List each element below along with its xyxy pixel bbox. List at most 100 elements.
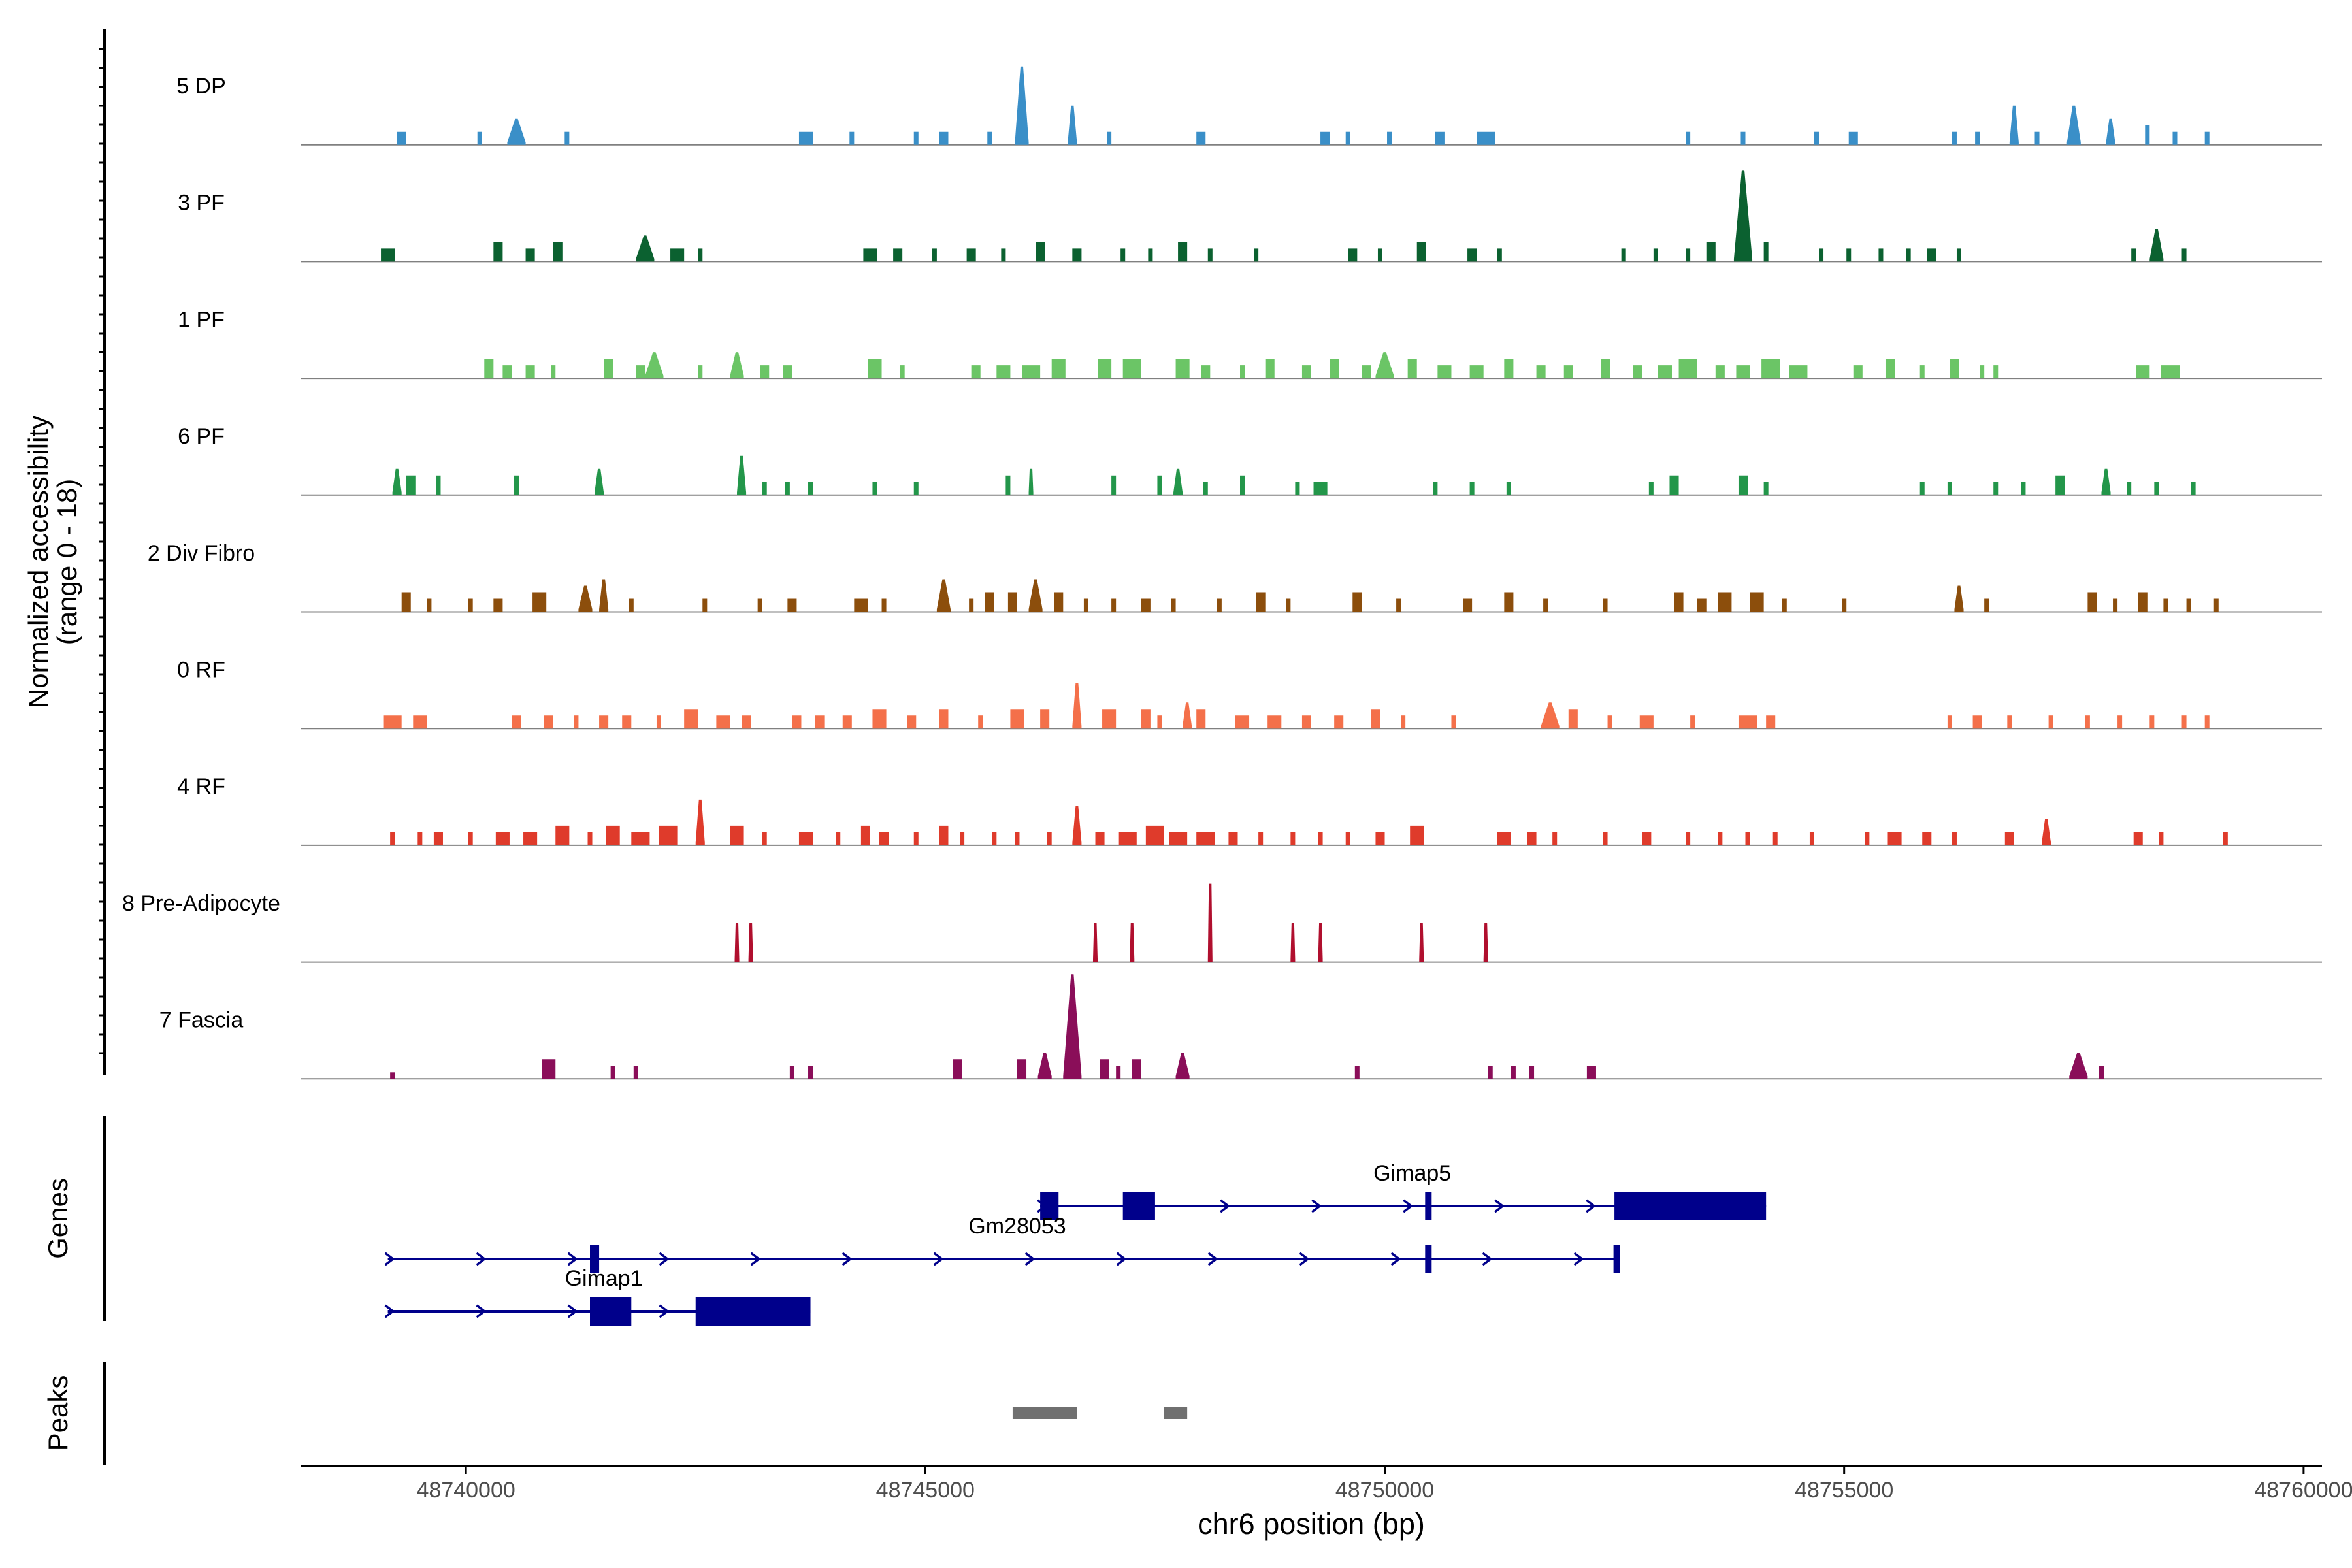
coverage-peak bbox=[1122, 359, 1141, 379]
gene-name-label: Gimap5 bbox=[1373, 1161, 1451, 1186]
coverage-peak bbox=[702, 598, 708, 612]
coverage-peak bbox=[1028, 468, 1034, 495]
coverage-peak bbox=[2172, 131, 2178, 145]
peaks-panel-label: Peaks bbox=[42, 1375, 73, 1452]
coverage-peak bbox=[978, 715, 983, 729]
coverage-peak bbox=[622, 715, 632, 729]
strand-arrow bbox=[1494, 1199, 1505, 1213]
coverage-peak bbox=[477, 131, 482, 145]
coverage-peak bbox=[1763, 242, 1769, 262]
coverage-peak bbox=[1267, 715, 1282, 729]
coverage-peak bbox=[468, 598, 473, 612]
gene-exon bbox=[1040, 1192, 1059, 1220]
coverage-peak bbox=[1993, 365, 1999, 379]
coverage-peak bbox=[629, 598, 634, 612]
coverage-peak bbox=[1568, 709, 1578, 729]
coverage-peak bbox=[1686, 248, 1691, 262]
coverage-peak bbox=[1196, 832, 1215, 845]
track-label: 1 PF bbox=[178, 307, 225, 332]
coverage-peak bbox=[913, 832, 919, 845]
coverage-peak bbox=[1132, 1059, 1141, 1079]
coverage-peak bbox=[863, 248, 877, 262]
coverage-peak bbox=[2101, 468, 2111, 495]
coverage-peak bbox=[2009, 105, 2019, 145]
coverage-peak bbox=[1352, 592, 1362, 612]
coverage-peak bbox=[1301, 365, 1311, 379]
coverage-peak bbox=[1375, 352, 1394, 379]
coverage-peak bbox=[1878, 248, 1884, 262]
coverage-peak bbox=[659, 825, 678, 845]
coverage-peak bbox=[1740, 131, 1746, 145]
gene-exon bbox=[1614, 1192, 1767, 1220]
peak-region bbox=[1164, 1407, 1188, 1419]
coverage-peak bbox=[1148, 248, 1153, 262]
coverage-peak bbox=[502, 365, 512, 379]
coverage-peak bbox=[656, 715, 661, 729]
coverage-peak bbox=[2204, 715, 2210, 729]
coverage-peak bbox=[798, 131, 813, 145]
coverage-peak bbox=[971, 365, 981, 379]
coverage-peak bbox=[1745, 832, 1750, 845]
coverage-peak bbox=[1157, 715, 1162, 729]
coverage-peak bbox=[1111, 475, 1117, 495]
coverage-peak bbox=[2004, 832, 2014, 845]
coverage-peak bbox=[1504, 359, 1514, 379]
coverage-peak bbox=[1552, 832, 1558, 845]
coverage-peak bbox=[1497, 832, 1511, 845]
coverage-peak bbox=[1975, 131, 1980, 145]
coverage-peak bbox=[1072, 683, 1082, 729]
coverage-peak bbox=[1950, 359, 1959, 379]
coverage-peak bbox=[1354, 1066, 1360, 1079]
coverage-peak bbox=[939, 131, 949, 145]
coverage-peak bbox=[1286, 598, 1291, 612]
coverage-peak bbox=[1511, 1066, 1516, 1079]
coverage-peak bbox=[1102, 709, 1117, 729]
coverage-peak bbox=[397, 131, 406, 145]
track-label: 8 Pre-Adipocyte bbox=[122, 891, 280, 916]
coverage-peak bbox=[1348, 248, 1358, 262]
strand-arrow bbox=[1586, 1199, 1597, 1213]
coverage-peak bbox=[1407, 359, 1417, 379]
coverage-peak bbox=[1228, 832, 1238, 845]
strand-arrow bbox=[476, 1252, 487, 1266]
coverage-peak bbox=[1107, 131, 1112, 145]
coverage-peak bbox=[860, 825, 870, 845]
coverage-peak bbox=[1814, 131, 1820, 145]
x-tick-label: 48750000 bbox=[1335, 1478, 1434, 1503]
coverage-peak bbox=[1477, 131, 1495, 145]
coverage-peak bbox=[1433, 482, 1438, 495]
strand-arrow bbox=[384, 1304, 395, 1318]
coverage-peak bbox=[787, 598, 797, 612]
gene-exon bbox=[590, 1297, 632, 1326]
coverage-peak bbox=[1371, 709, 1380, 729]
coverage-peak bbox=[730, 352, 744, 379]
coverage-peak bbox=[606, 825, 620, 845]
coverage-peak bbox=[670, 248, 685, 262]
gene-model: Gimap5 bbox=[1037, 1161, 1767, 1220]
coverage-peak bbox=[1686, 131, 1691, 145]
coverage-peak bbox=[1120, 248, 1126, 262]
x-tick-label: 48760000 bbox=[2254, 1478, 2352, 1503]
coverage-peak bbox=[960, 832, 965, 845]
track-label: 7 Fascia bbox=[159, 1008, 244, 1033]
coverage-peak bbox=[610, 1066, 615, 1079]
coverage-peak bbox=[1063, 974, 1082, 1079]
coverage-peak bbox=[1334, 715, 1344, 729]
coverage-peak bbox=[1258, 832, 1264, 845]
coverage-peak bbox=[2131, 248, 2136, 262]
coverage-peak bbox=[1603, 598, 1608, 612]
coverage-peak bbox=[636, 365, 645, 379]
coverage-peak bbox=[1141, 598, 1151, 612]
coverage-peak bbox=[1377, 248, 1382, 262]
coverage-peak bbox=[468, 832, 473, 845]
coverage-peak bbox=[1375, 832, 1385, 845]
coverage-peak bbox=[2181, 248, 2187, 262]
strand-arrow bbox=[659, 1304, 670, 1318]
coverage-peak bbox=[1919, 482, 1925, 495]
coverage-peak bbox=[1642, 832, 1652, 845]
gene-exon bbox=[1613, 1245, 1620, 1273]
coverage-peak bbox=[1984, 598, 1989, 612]
coverage-peak bbox=[893, 248, 903, 262]
coverage-peak bbox=[748, 923, 753, 962]
coverage-peak bbox=[1196, 709, 1206, 729]
